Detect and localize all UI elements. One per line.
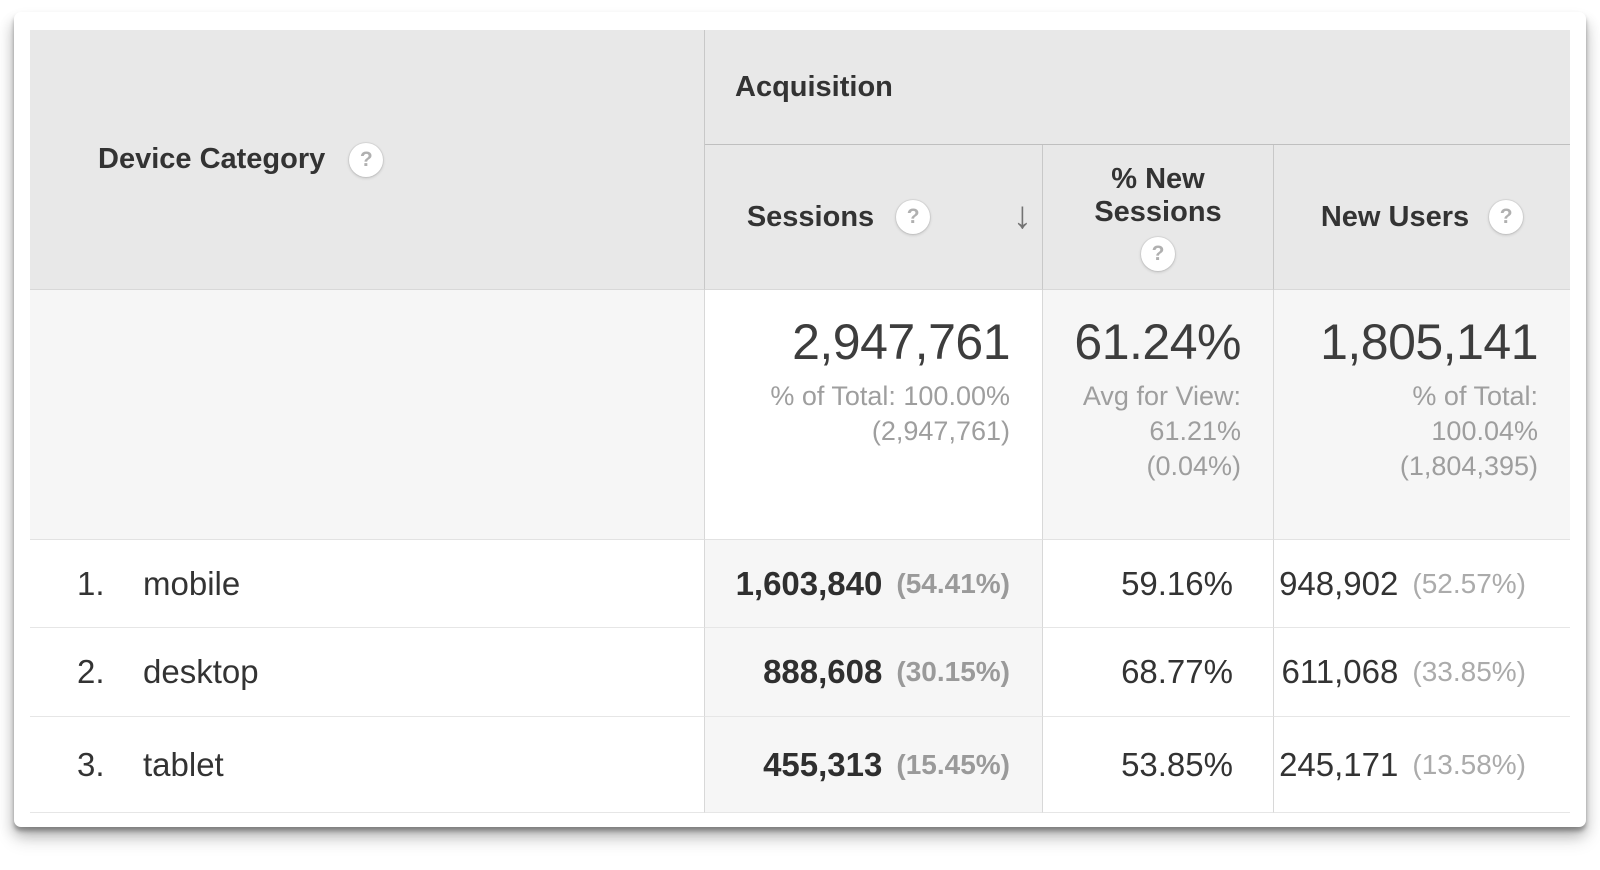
help-icon[interactable]: ? — [1489, 200, 1524, 234]
new-users-share: (13.58%) — [1412, 748, 1526, 780]
percent-new-sessions-total-subtext: Avg for View: 61.21% (0.04%) — [1083, 379, 1241, 484]
help-icon[interactable]: ? — [1141, 236, 1175, 271]
percent-new-sessions-total-value: 61.24% — [1074, 314, 1241, 370]
device-category-value: desktop — [143, 653, 259, 690]
device-category-value: mobile — [143, 564, 241, 602]
sessions-value: 455,313 — [763, 745, 883, 783]
report-card: Device Category ? Acquisition Sessions ?… — [14, 12, 1586, 827]
sessions-value: 1,603,840 — [735, 564, 883, 602]
percent-new-sessions-label: % New Sessions — [1094, 163, 1222, 228]
new-users-total-subline: (1,804,395) — [1399, 450, 1538, 481]
percent-new-sessions-value: 68.77% — [1121, 653, 1233, 690]
new-users-column-header[interactable]: New Users ? — [1274, 145, 1570, 290]
sort-descending-icon: ↓ — [1013, 195, 1032, 238]
totals-new-users-cell: 1,805,141 % of Total: 100.04% (1,804,395… — [1274, 290, 1570, 540]
sessions-label: Sessions — [746, 200, 875, 233]
sessions-cell: 455,313 (15.45%) — [705, 717, 1043, 813]
percent-new-sessions-total-subline: 61.21% — [1149, 415, 1241, 446]
table-row-dimension: 1. mobile — [30, 540, 705, 628]
sessions-share: (30.15%) — [896, 656, 1010, 687]
sessions-total-subline: % of Total: 100.00% — [770, 380, 1010, 411]
table-row-dimension: 3. tablet — [30, 717, 705, 813]
new-users-value: 948,902 — [1279, 564, 1399, 602]
new-users-value: 611,068 — [1281, 653, 1399, 690]
percent-new-sessions-cell: 68.77% — [1043, 628, 1274, 717]
table-row-dimension: 2. desktop — [30, 628, 705, 717]
new-users-cell: 245,171 (13.58%) — [1274, 717, 1570, 813]
percent-new-sessions-column-header[interactable]: % New Sessions ? — [1043, 145, 1274, 290]
row-index: 2. — [77, 653, 105, 690]
new-users-total-subline: 100.04% — [1431, 415, 1538, 446]
device-category-value: tablet — [143, 745, 224, 783]
sessions-total-value: 2,947,761 — [792, 314, 1010, 370]
percent-new-sessions-total-subline: Avg for View: — [1082, 380, 1241, 411]
sessions-cell: 888,608 (30.15%) — [705, 628, 1043, 717]
totals-sessions-cell: 2,947,761 % of Total: 100.00% (2,947,761… — [705, 290, 1043, 540]
sessions-total-subline: (2,947,761) — [871, 415, 1010, 446]
new-users-value: 245,171 — [1279, 745, 1399, 783]
row-index: 3. — [77, 745, 105, 783]
sessions-value: 888,608 — [763, 653, 883, 690]
percent-new-sessions-total-subline: (0.04%) — [1146, 450, 1241, 481]
totals-dimension-cell — [30, 290, 705, 540]
row-index: 1. — [77, 564, 105, 602]
percent-new-sessions-value: 53.85% — [1121, 745, 1233, 783]
totals-percent-new-sessions-cell: 61.24% Avg for View: 61.21% (0.04%) — [1043, 290, 1274, 540]
percent-new-sessions-cell: 59.16% — [1043, 540, 1274, 628]
new-users-total-subline: % of Total: — [1412, 380, 1538, 411]
new-users-total-value: 1,805,141 — [1320, 314, 1538, 370]
acquisition-label: Acquisition — [735, 70, 893, 103]
new-users-cell: 611,068 (33.85%) — [1274, 628, 1570, 717]
device-category-label: Device Category — [98, 143, 326, 176]
sessions-column-header[interactable]: Sessions ? ↓ — [705, 145, 1043, 290]
sessions-share: (54.41%) — [896, 567, 1010, 599]
new-users-total-subtext: % of Total: 100.04% (1,804,395) — [1400, 379, 1538, 484]
sessions-share: (15.45%) — [896, 748, 1010, 780]
help-icon[interactable]: ? — [349, 142, 384, 177]
sessions-cell: 1,603,840 (54.41%) — [705, 540, 1043, 628]
sessions-total-subtext: % of Total: 100.00% (2,947,761) — [770, 379, 1010, 449]
new-users-label: New Users — [1320, 200, 1470, 233]
new-users-share: (33.85%) — [1412, 656, 1526, 687]
device-category-header: Device Category ? — [30, 30, 705, 290]
device-category-table: Device Category ? Acquisition Sessions ?… — [30, 30, 1570, 813]
help-icon[interactable]: ? — [896, 200, 931, 234]
new-users-share: (52.57%) — [1412, 567, 1526, 599]
new-users-cell: 948,902 (52.57%) — [1274, 540, 1570, 628]
percent-new-sessions-cell: 53.85% — [1043, 717, 1274, 813]
acquisition-group-header: Acquisition — [705, 30, 1570, 145]
percent-new-sessions-value: 59.16% — [1121, 564, 1233, 602]
